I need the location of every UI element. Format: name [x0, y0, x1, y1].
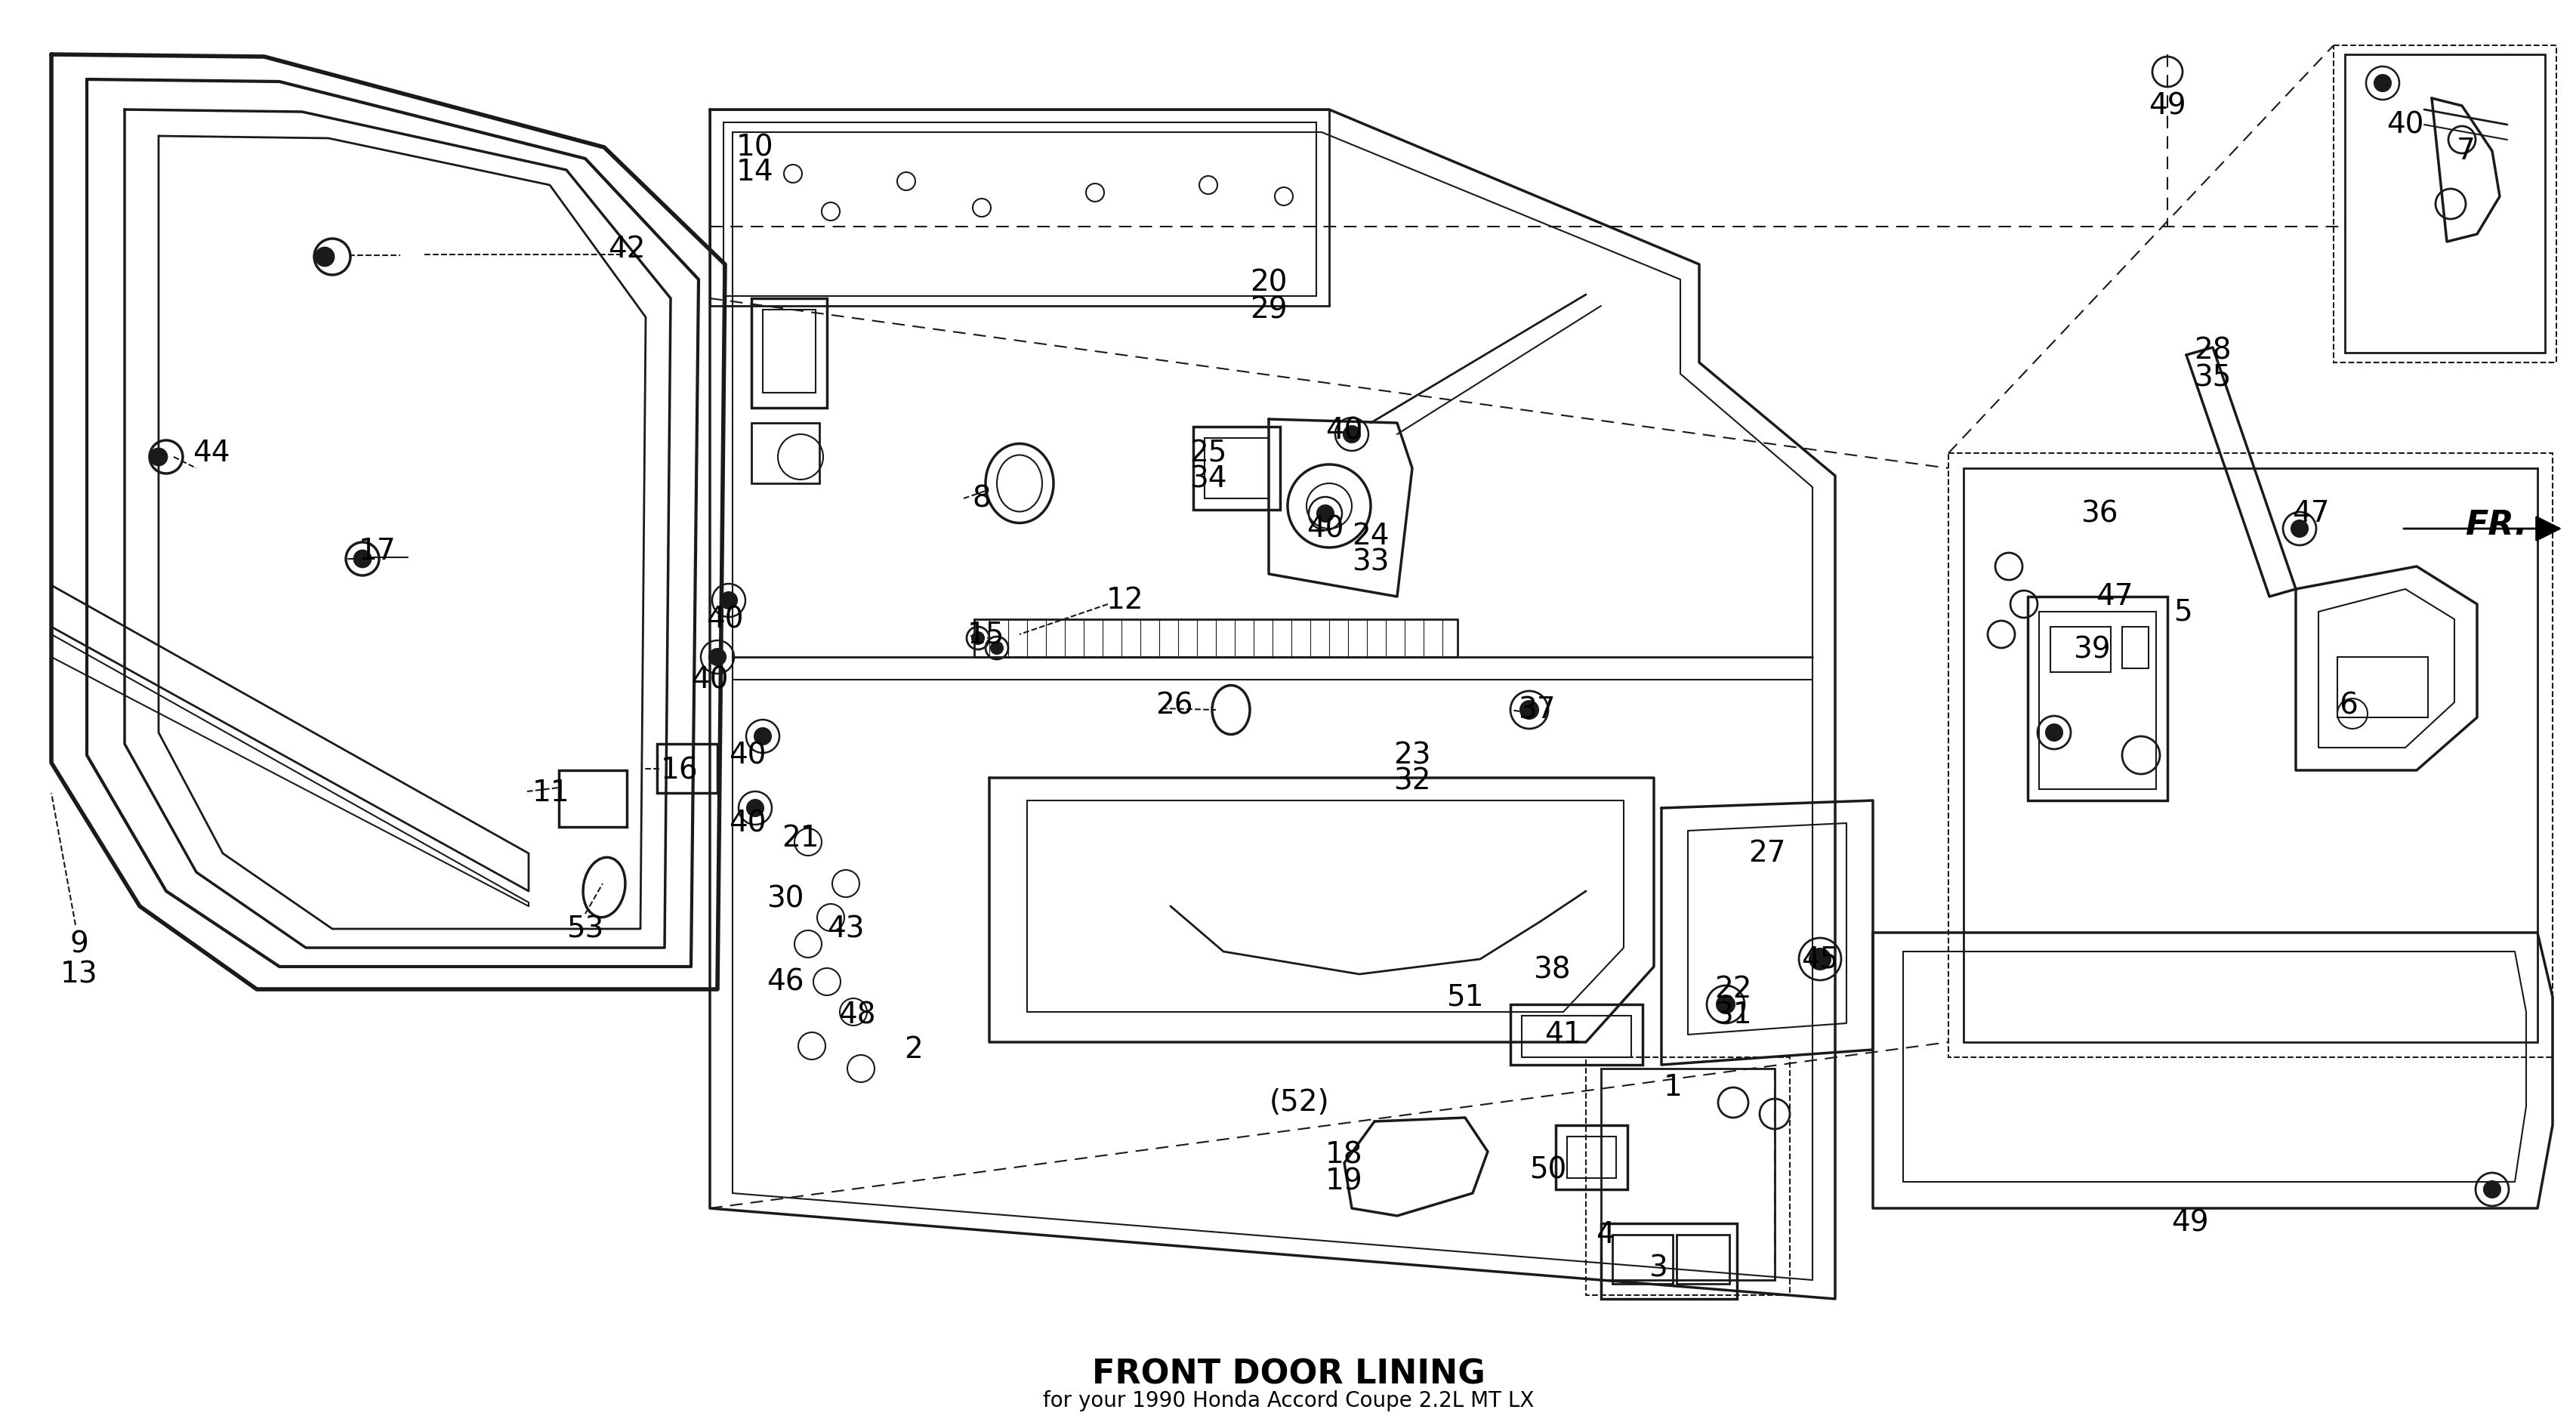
Circle shape: [755, 728, 770, 745]
Text: 27: 27: [1749, 839, 1785, 868]
Circle shape: [1316, 506, 1334, 522]
Text: 48: 48: [837, 1002, 876, 1030]
Circle shape: [747, 799, 762, 817]
Circle shape: [1716, 995, 1734, 1013]
Text: 20: 20: [1249, 269, 1288, 298]
Text: 7: 7: [2455, 137, 2476, 165]
Circle shape: [353, 550, 371, 567]
Text: 47: 47: [2094, 583, 2133, 611]
Text: 29: 29: [1249, 295, 1288, 323]
Text: FRONT DOOR LINING: FRONT DOOR LINING: [1092, 1358, 1484, 1391]
Text: 40: 40: [690, 665, 729, 694]
Text: 30: 30: [768, 885, 804, 913]
Text: 34: 34: [1190, 465, 1226, 494]
Text: 32: 32: [1394, 767, 1430, 797]
Text: 35: 35: [2192, 363, 2231, 392]
Text: 17: 17: [358, 537, 397, 566]
Text: 13: 13: [62, 960, 98, 989]
Text: 19: 19: [1324, 1167, 1363, 1196]
Text: 45: 45: [1801, 945, 1839, 973]
Text: FR.: FR.: [2465, 509, 2527, 542]
Circle shape: [2372, 74, 2391, 91]
Text: 8: 8: [971, 485, 992, 513]
Text: 24: 24: [1352, 522, 1388, 550]
Text: 51: 51: [1445, 982, 1484, 1012]
Circle shape: [149, 449, 167, 465]
Text: 4: 4: [1595, 1220, 1613, 1250]
Text: 26: 26: [1154, 691, 1193, 721]
Text: 16: 16: [659, 755, 698, 785]
Circle shape: [317, 248, 335, 266]
Circle shape: [1520, 701, 1538, 720]
Circle shape: [971, 633, 984, 644]
Text: 15: 15: [966, 620, 1005, 648]
Text: (52): (52): [1267, 1089, 1329, 1117]
Text: 9: 9: [70, 929, 88, 958]
Text: 42: 42: [608, 235, 647, 264]
Text: 53: 53: [567, 915, 603, 943]
Text: 47: 47: [2293, 499, 2329, 527]
Text: 31: 31: [1713, 1002, 1752, 1030]
Text: 1: 1: [1664, 1073, 1682, 1102]
Text: 36: 36: [2079, 499, 2117, 527]
Text: 23: 23: [1394, 741, 1430, 770]
Circle shape: [2045, 724, 2061, 741]
Text: 44: 44: [193, 439, 229, 467]
Text: 40: 40: [1306, 514, 1345, 543]
Text: 14: 14: [737, 158, 773, 187]
Text: 22: 22: [1713, 975, 1752, 1003]
Text: 41: 41: [1543, 1020, 1582, 1049]
Circle shape: [1342, 426, 1360, 443]
Text: for your 1990 Honda Accord Coupe 2.2L MT LX: for your 1990 Honda Accord Coupe 2.2L MT…: [1043, 1391, 1533, 1411]
Text: 46: 46: [768, 968, 804, 996]
Text: 40: 40: [729, 809, 765, 838]
Text: 38: 38: [1533, 956, 1571, 985]
Circle shape: [708, 648, 726, 665]
Circle shape: [2290, 520, 2308, 537]
Text: 33: 33: [1352, 549, 1388, 577]
Circle shape: [992, 641, 1002, 654]
Text: 18: 18: [1324, 1141, 1363, 1170]
Text: 28: 28: [2192, 336, 2231, 365]
Text: 21: 21: [781, 824, 819, 852]
Text: 3: 3: [1649, 1254, 1667, 1282]
Text: 39: 39: [2074, 636, 2110, 664]
Circle shape: [2483, 1181, 2499, 1197]
Text: 25: 25: [1190, 439, 1226, 467]
Text: 12: 12: [1105, 586, 1144, 614]
Text: 40: 40: [729, 741, 765, 770]
Text: 5: 5: [2172, 597, 2192, 626]
Circle shape: [721, 591, 737, 608]
Text: 6: 6: [2339, 691, 2357, 721]
Text: 49: 49: [2148, 91, 2184, 120]
Circle shape: [1808, 949, 1829, 969]
Text: 49: 49: [2172, 1208, 2208, 1238]
Text: 37: 37: [1517, 695, 1556, 724]
Text: 40: 40: [1324, 416, 1363, 445]
Text: 10: 10: [737, 133, 773, 161]
Text: 40: 40: [706, 604, 744, 634]
Text: 50: 50: [1530, 1156, 1566, 1184]
Text: 43: 43: [827, 915, 866, 943]
Text: 40: 40: [2385, 110, 2424, 140]
Text: 11: 11: [533, 778, 569, 808]
Text: 2: 2: [904, 1036, 922, 1064]
